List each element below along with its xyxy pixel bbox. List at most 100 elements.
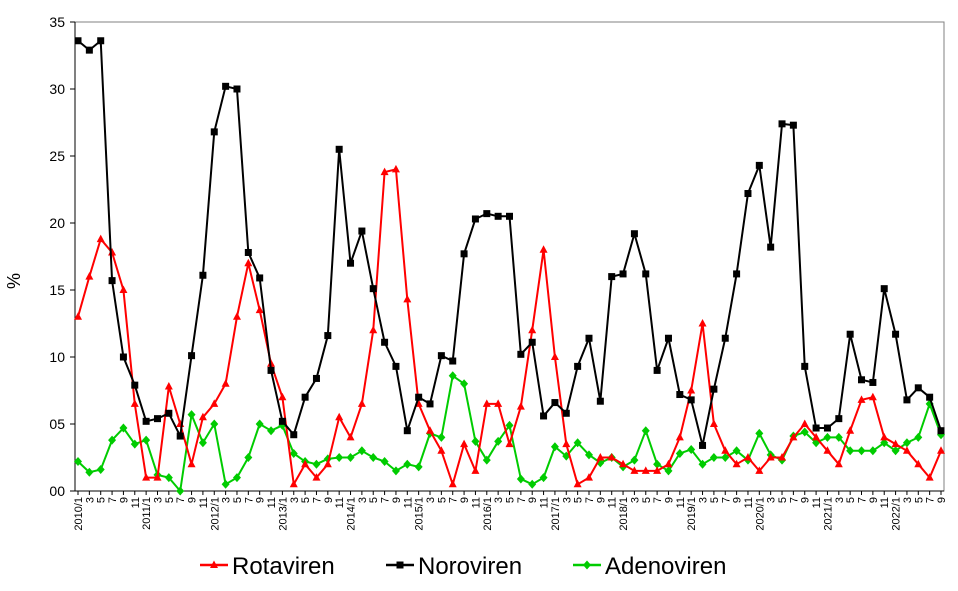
data-point [403, 294, 412, 303]
data-point [97, 37, 105, 45]
data-point [403, 427, 411, 435]
data-point [550, 352, 559, 360]
x-tick-label: 2019/1 [686, 497, 698, 531]
data-point [335, 453, 344, 462]
data-point [778, 120, 786, 128]
data-point [653, 466, 662, 474]
x-tick-label: 9 [663, 497, 675, 503]
x-tick-label: 7 [311, 497, 323, 503]
data-point [290, 431, 298, 439]
data-point [369, 285, 377, 293]
data-point [698, 319, 707, 327]
data-point [232, 473, 241, 483]
data-point [664, 334, 672, 342]
legend-label: Rotaviren [232, 553, 335, 580]
data-point [937, 446, 945, 454]
data-point [346, 432, 355, 441]
data-point [744, 190, 752, 198]
data-point [108, 435, 117, 445]
legend-label: Noroviren [418, 553, 522, 580]
data-point [891, 439, 900, 448]
data-point [142, 473, 151, 481]
x-tick-label: 2017/1 [550, 497, 562, 531]
y-tick-label: 05 [49, 416, 65, 432]
data-point [187, 410, 196, 420]
data-point [335, 145, 343, 153]
data-point [323, 459, 332, 468]
data-point [925, 473, 934, 481]
data-point [267, 426, 276, 436]
data-point [85, 467, 94, 477]
data-point [289, 448, 298, 458]
x-tick-label: 11 [607, 497, 619, 508]
legend-item-rotaviren: Rotaviren [200, 553, 335, 580]
x-tick-label: 7 [652, 497, 664, 503]
data-point [630, 230, 638, 238]
x-tick-label: 11 [130, 497, 142, 508]
data-point [710, 385, 718, 393]
x-tick-label: 7 [380, 497, 392, 503]
data-point [698, 459, 707, 469]
data-point [914, 384, 922, 392]
x-tick-label: 9 [868, 497, 880, 503]
data-point [539, 245, 548, 253]
data-point [278, 392, 287, 401]
data-point [244, 453, 253, 462]
data-point [584, 450, 593, 460]
x-tick-label: 7 [857, 497, 869, 503]
data-point [573, 438, 582, 448]
x-tick-label: 5 [913, 497, 925, 503]
x-tick-label: 2016/1 [482, 497, 494, 531]
x-tick-label: 3 [834, 497, 846, 503]
x-tick-label: 7 [720, 497, 732, 503]
data-point [721, 453, 730, 462]
data-point [596, 453, 605, 461]
data-point [74, 37, 82, 45]
x-tick-label: 11 [198, 497, 210, 508]
data-point [221, 379, 230, 387]
x-tick-label: 3 [425, 497, 437, 503]
x-tick-label: 5 [164, 497, 176, 503]
data-point [312, 459, 321, 469]
x-tick-label: 7 [448, 497, 460, 503]
x-tick-label: 11 [539, 497, 551, 508]
data-point [482, 455, 491, 465]
x-tick-label: 3 [357, 497, 369, 503]
data-point [675, 432, 684, 441]
data-point [755, 466, 764, 474]
data-point [448, 371, 457, 381]
data-point [528, 479, 537, 489]
data-point [142, 417, 150, 425]
data-point [880, 285, 888, 293]
y-axis-title: % [4, 273, 24, 289]
x-tick-label: 7 [243, 497, 255, 503]
data-point [471, 466, 480, 474]
data-point [812, 432, 821, 441]
data-point [687, 396, 695, 404]
data-point [278, 417, 286, 425]
data-point [301, 393, 309, 401]
data-point [630, 455, 639, 465]
x-tick-label: 7 [516, 497, 528, 503]
data-point [823, 432, 832, 442]
data-point [494, 399, 503, 407]
x-tick-label: 5 [300, 497, 312, 503]
data-point [198, 438, 207, 448]
data-point [210, 419, 219, 429]
data-point [903, 396, 911, 404]
data-point [198, 412, 207, 421]
data-point [460, 250, 468, 258]
data-point [85, 272, 94, 280]
x-tick-label: 3 [221, 497, 233, 503]
data-point [902, 438, 911, 448]
data-point [880, 438, 889, 448]
x-tick-label: 5 [436, 497, 448, 503]
data-point [244, 248, 252, 256]
legend-marker [583, 560, 591, 570]
data-point [540, 412, 548, 420]
x-tick-label: 5 [641, 497, 653, 503]
data-point [119, 353, 127, 361]
x-tick-label: 3 [289, 497, 301, 503]
data-point [517, 350, 525, 358]
data-point [505, 439, 514, 448]
